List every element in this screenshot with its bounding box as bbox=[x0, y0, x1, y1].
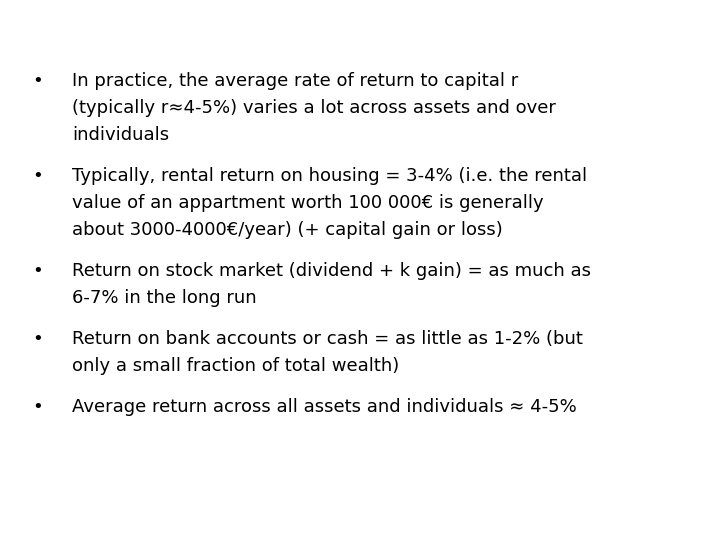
Text: only a small fraction of total wealth): only a small fraction of total wealth) bbox=[72, 357, 400, 375]
Text: 6-7% in the long run: 6-7% in the long run bbox=[72, 289, 256, 307]
Text: In practice, the average rate of return to capital r: In practice, the average rate of return … bbox=[72, 72, 518, 90]
Text: Return on stock market (dividend + k gain) = as much as: Return on stock market (dividend + k gai… bbox=[72, 262, 591, 280]
Text: Return on bank accounts or cash = as little as 1-2% (but: Return on bank accounts or cash = as lit… bbox=[72, 330, 583, 348]
Text: about 3000-4000€/year) (+ capital gain or loss): about 3000-4000€/year) (+ capital gain o… bbox=[72, 221, 503, 239]
Text: value of an appartment worth 100 000€ is generally: value of an appartment worth 100 000€ is… bbox=[72, 194, 544, 212]
Text: (typically r≈4-5%) varies a lot across assets and over: (typically r≈4-5%) varies a lot across a… bbox=[72, 99, 556, 117]
Text: •: • bbox=[32, 330, 43, 348]
Text: individuals: individuals bbox=[72, 126, 169, 144]
Text: •: • bbox=[32, 398, 43, 416]
Text: •: • bbox=[32, 262, 43, 280]
Text: •: • bbox=[32, 167, 43, 185]
Text: •: • bbox=[32, 72, 43, 90]
Text: Average return across all assets and individuals ≈ 4-5%: Average return across all assets and ind… bbox=[72, 398, 577, 416]
Text: Typically, rental return on housing = 3-4% (i.e. the rental: Typically, rental return on housing = 3-… bbox=[72, 167, 587, 185]
